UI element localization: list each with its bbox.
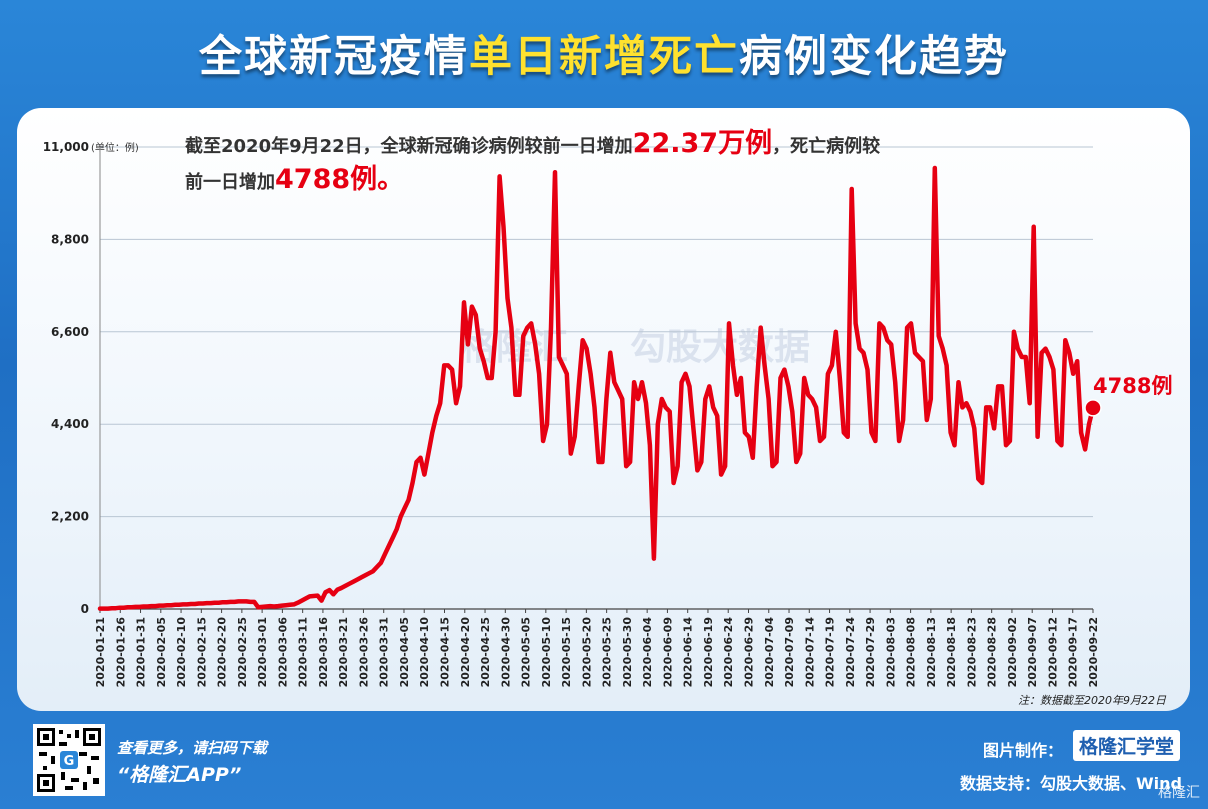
x-tick-label: 2020-05-10: [540, 617, 553, 688]
end-point-label: 4788例: [1093, 374, 1172, 398]
x-tick-label: 2020-09-12: [1046, 617, 1059, 687]
title-part1: 全球新冠疫情: [199, 32, 469, 82]
y-tick-label: 2,200: [51, 510, 89, 524]
end-point-marker: [1084, 399, 1102, 417]
data-support: 数据支持：勾股大数据、Wind: [960, 774, 1182, 793]
x-tick-label: 2020-09-02: [1006, 617, 1019, 687]
x-tick-label: 2020-03-06: [276, 617, 289, 688]
x-tick-label: 2020-03-31: [378, 617, 391, 687]
x-tick-label: 2020-06-29: [742, 617, 755, 687]
x-tick-label: 2020-05-05: [520, 617, 533, 687]
x-tick-label: 2020-06-19: [702, 617, 715, 687]
x-tick-label: 2020-02-25: [236, 617, 249, 687]
summary-line1-prefix: 截至2020年9月22日，全球新冠确诊病例较前一日增加: [185, 136, 633, 157]
title-part2: 病例变化趋势: [739, 32, 1009, 82]
x-tick-label: 2020-01-26: [114, 617, 127, 688]
y-tick-label: 6,600: [51, 325, 89, 339]
x-tick-label: 2020-08-23: [965, 617, 978, 687]
page-title: 全球新冠疫情单日新增死亡病例变化趋势: [0, 22, 1208, 84]
x-tick-label: 2020-01-31: [135, 617, 148, 687]
qr-app-name: “格隆汇APP”: [117, 764, 242, 786]
summary-deaths-value: 4788例。: [275, 164, 405, 195]
x-tick-label: 2020-07-19: [824, 617, 837, 687]
x-tick-label: 2020-08-18: [945, 617, 958, 687]
svg-text:G: G: [64, 754, 75, 769]
corner-logo: 格隆汇: [1158, 785, 1200, 801]
x-tick-label: 2020-03-16: [317, 617, 330, 688]
y-tick-label: 4,400: [51, 417, 89, 431]
y-tick-label: 11,000: [43, 140, 89, 154]
x-tick-label: 2020-08-13: [925, 617, 938, 687]
qr-code[interactable]: G: [33, 724, 105, 796]
summary-line-2: 前一日增加4788例。: [185, 157, 404, 196]
summary-line1-suffix: ，死亡病例较: [772, 136, 881, 157]
x-tick-label: 2020-03-01: [256, 617, 269, 687]
x-tick-label: 2020-05-25: [601, 617, 614, 687]
x-tick-label: 2020-07-09: [783, 617, 796, 687]
x-tick-label: 2020-09-07: [1026, 617, 1039, 687]
x-tick-label: 2020-03-11: [297, 617, 310, 687]
x-tick-label: 2020-02-10: [175, 617, 188, 688]
x-tick-label: 2020-08-08: [905, 617, 918, 687]
x-tick-label: 2020-02-20: [216, 617, 229, 688]
x-tick-label: 2020-02-15: [195, 617, 208, 687]
x-tick-label: 2020-09-22: [1087, 617, 1100, 687]
x-tick-label: 2020-07-14: [803, 617, 816, 688]
summary-line2-prefix: 前一日增加: [185, 172, 275, 193]
x-tick-label: 2020-07-04: [763, 617, 776, 688]
title-highlight: 单日新增死亡: [469, 32, 739, 82]
brand-logo: 格隆汇学堂: [1072, 730, 1180, 761]
x-tick-label: 2020-04-20: [459, 617, 472, 688]
x-tick-label: 2020-07-24: [844, 617, 857, 688]
x-tick-label: 2020-03-21: [337, 617, 350, 687]
x-tick-label: 2020-05-30: [621, 617, 634, 688]
watermark-right: 勾股大数据: [630, 327, 811, 368]
x-tick-label: 2020-04-30: [499, 617, 512, 688]
x-tick-label: 2020-07-29: [864, 617, 877, 687]
x-tick-label: 2020-06-14: [682, 617, 695, 688]
qr-code-icon: G: [35, 726, 103, 794]
x-tick-label: 2020-05-15: [560, 617, 573, 687]
made-by-label: 图片制作：: [982, 741, 1063, 760]
x-tick-label: 2020-06-09: [661, 617, 674, 687]
x-tick-label: 2020-08-28: [986, 617, 999, 687]
y-tick-label: 8,800: [51, 232, 89, 246]
x-tick-label: 2020-04-05: [398, 617, 411, 687]
x-tick-label: 2020-09-17: [1067, 617, 1080, 687]
series-line: [97, 165, 1096, 611]
summary-cases-value: 22.37万例: [632, 128, 773, 159]
x-tick-label: 2020-04-10: [418, 617, 431, 688]
x-tick-label: 2020-02-05: [155, 617, 168, 687]
x-tick-label: 2020-08-03: [884, 617, 897, 687]
footnote: 注：数据截至2020年9月22日: [1018, 694, 1166, 707]
x-tick-label: 2020-04-15: [439, 617, 452, 687]
summary-line-1: 截至2020年9月22日，全球新冠确诊病例较前一日增加22.37万例，死亡病例较: [185, 121, 880, 160]
qr-caption: 查看更多，请扫码下载: [117, 739, 268, 757]
x-tick-label: 2020-01-21: [94, 617, 107, 687]
x-tick-label: 2020-06-04: [641, 617, 654, 688]
x-tick-label: 2020-05-20: [580, 617, 593, 688]
y-axis-unit: (单位：例): [91, 141, 139, 154]
x-tick-label: 2020-04-25: [479, 617, 492, 687]
y-tick-label: 0: [81, 602, 89, 616]
x-tick-label: 2020-06-24: [722, 617, 735, 688]
x-tick-label: 2020-03-26: [357, 617, 370, 688]
